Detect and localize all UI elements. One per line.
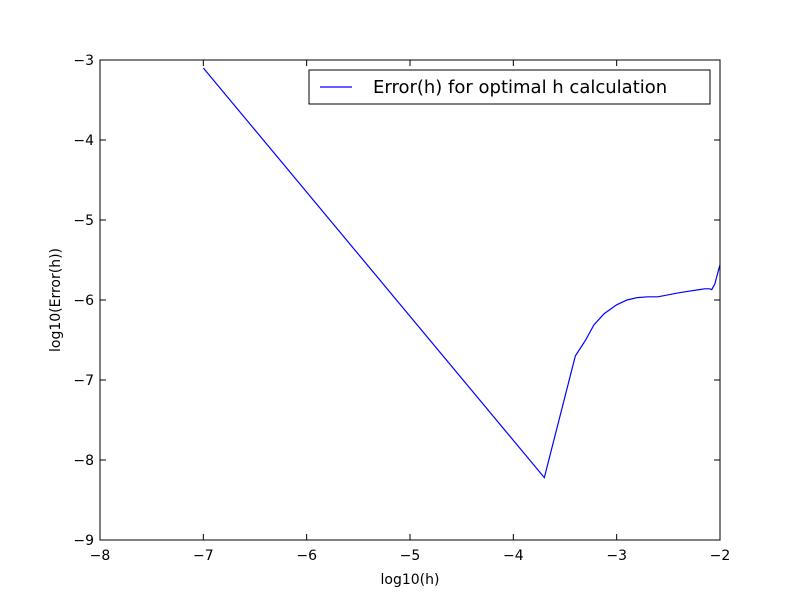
x-tick-label: −8 bbox=[90, 548, 111, 564]
y-tick-label: −5 bbox=[73, 213, 94, 229]
y-tick-labels: −9 −8 −7 −6 −5 −4 −3 bbox=[73, 53, 94, 549]
x-tick-label: −3 bbox=[606, 548, 627, 564]
x-tick-label: −7 bbox=[193, 548, 214, 564]
y-tick-label: −9 bbox=[73, 533, 94, 549]
x-axis-title: log10(h) bbox=[381, 572, 440, 588]
y-tick-label: −3 bbox=[73, 53, 94, 69]
legend-box bbox=[308, 69, 711, 105]
y-tick-label: −7 bbox=[73, 373, 94, 389]
series-layer bbox=[202, 67, 721, 479]
x-tick-labels: −8 −7 −6 −5 −4 −3 −2 bbox=[90, 548, 731, 564]
plot-area bbox=[100, 60, 720, 540]
x-tick-label: −2 bbox=[710, 548, 731, 564]
y-axis-title: log10(Error(h)) bbox=[48, 248, 64, 352]
legend: Error(h) for optimal h calculation bbox=[308, 69, 711, 105]
legend-label: Error(h) for optimal h calculation bbox=[373, 77, 667, 98]
x-tick-label: −4 bbox=[503, 548, 524, 564]
series-line bbox=[202, 67, 721, 479]
x-tick-label: −6 bbox=[296, 548, 317, 564]
y-tick-label: −4 bbox=[73, 133, 94, 149]
plot-frame bbox=[99, 59, 721, 541]
x-tick-label: −5 bbox=[400, 548, 421, 564]
y-tick-label: −6 bbox=[73, 293, 94, 309]
y-tick-label: −8 bbox=[73, 453, 94, 469]
